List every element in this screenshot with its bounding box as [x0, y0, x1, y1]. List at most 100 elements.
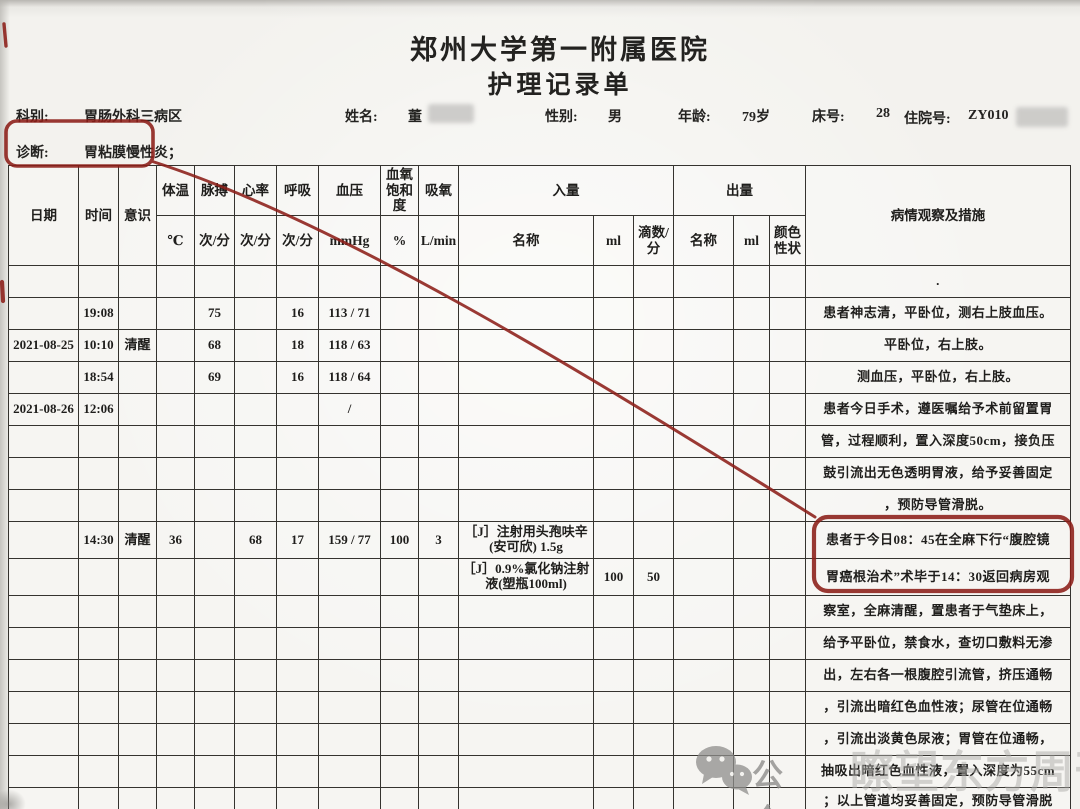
cell-in_ml	[593, 595, 634, 628]
cell-temp	[156, 457, 195, 490]
cell-in_drip	[633, 265, 674, 298]
table-row: ，引流出淡黄色尿液；胃管在位通畅，	[8, 723, 1071, 756]
cell-time: 19:08	[78, 297, 119, 330]
cell-pulse	[194, 595, 235, 628]
table-row: 鼓引流出无色透明胃液，给予妥善固定	[8, 457, 1071, 490]
cell-out_color	[769, 361, 806, 394]
cell-resp	[276, 723, 319, 756]
unit-pulse: 次/分	[194, 215, 235, 266]
cell-out_ml	[733, 521, 770, 559]
form-name: 护理记录单	[487, 71, 633, 99]
cell-out_name	[673, 595, 734, 628]
cell-resp	[276, 489, 319, 522]
cell-temp	[156, 755, 195, 788]
col-header-observation: 病情观察及措施	[805, 165, 1071, 266]
cell-obs: 察室，全麻清醒，置患者于气垫床上，	[805, 595, 1071, 628]
table-row: 2021-08-25 10:10 清醒 68 18 118 / 63 平卧位，右上肢。	[8, 329, 1071, 362]
cell-temp	[156, 691, 195, 724]
cell-in_ml	[593, 265, 634, 298]
cell-time	[78, 489, 119, 522]
cell-in_name	[458, 659, 594, 692]
cell-out_name	[673, 521, 734, 559]
cell-out_name	[673, 787, 734, 809]
name-label: 姓名:	[345, 110, 378, 125]
table-row: 给予平卧位，禁食水，查切口敷料无渗	[8, 627, 1071, 660]
cell-temp	[156, 627, 195, 660]
cell-out_color	[769, 393, 806, 426]
cell-out_ml	[733, 659, 770, 692]
col-header-date: 日期	[8, 165, 79, 266]
cell-out_color	[769, 691, 806, 724]
table-row: .	[8, 265, 1071, 298]
cell-o2	[418, 425, 459, 458]
cell-o2	[418, 787, 459, 809]
cell-o2	[418, 393, 459, 426]
table-row: ［J］0.9%氯化钠注射液(塑瓶100ml) 100 50 胃癌根治术”术毕于14：3…	[8, 558, 1071, 596]
cell-hr	[234, 755, 277, 788]
cell-time	[78, 787, 119, 809]
cell-pulse	[194, 265, 235, 298]
cell-out_color	[769, 425, 806, 458]
cell-out_ml	[733, 297, 770, 330]
col-header-oxygen: 吸氧	[418, 165, 459, 216]
cell-temp	[156, 361, 195, 394]
cell-temp	[156, 297, 195, 330]
cell-bp	[318, 489, 381, 522]
cell-pulse	[194, 521, 235, 559]
cell-time: 12:06	[78, 393, 119, 426]
admission-value: ZY010	[968, 108, 1009, 123]
cell-out_color	[769, 627, 806, 660]
cell-resp	[276, 691, 319, 724]
cell-in_ml	[593, 787, 634, 809]
cell-bp	[318, 787, 381, 809]
cell-hr	[234, 329, 277, 362]
cell-hr	[234, 489, 277, 522]
col-header-output-color: 颜色性状	[769, 215, 806, 266]
cell-temp	[156, 558, 195, 596]
cell-date: 2021-08-25	[8, 329, 79, 362]
cell-consciousness	[118, 265, 157, 298]
cell-in_name: ［J］0.9%氯化钠注射液(塑瓶100ml)	[458, 558, 594, 596]
cell-date	[8, 521, 79, 559]
cell-in_name	[458, 489, 594, 522]
cell-temp	[156, 489, 195, 522]
cell-consciousness	[118, 691, 157, 724]
bed-value: 28	[876, 106, 890, 121]
cell-in_drip	[633, 659, 674, 692]
cell-temp	[156, 595, 195, 628]
cell-out_name	[673, 489, 734, 522]
red-edge-mark-top	[2, 22, 8, 48]
cell-obs: ，预防导管滑脱。	[805, 489, 1071, 522]
cell-out_ml	[733, 723, 770, 756]
cell-hr	[234, 297, 277, 330]
cell-spo2	[380, 361, 419, 394]
cell-date	[8, 457, 79, 490]
cell-obs: ，引流出淡黄色尿液；胃管在位通畅，	[805, 723, 1071, 756]
cell-date	[8, 659, 79, 692]
cell-out_ml	[733, 558, 770, 596]
cell-date	[8, 361, 79, 394]
table-row: 管，过程顺利，置入深度50cm，接负压	[8, 425, 1071, 458]
cell-date	[8, 627, 79, 660]
cell-in_drip	[633, 393, 674, 426]
cell-resp	[276, 755, 319, 788]
cell-time	[78, 558, 119, 596]
cell-bp: 118 / 63	[318, 329, 381, 362]
col-header-intake-ml: ml	[593, 215, 634, 266]
cell-out_name	[673, 329, 734, 362]
cell-pulse	[194, 691, 235, 724]
table-row: 出，左右各一根腹腔引流管，挤压通畅	[8, 659, 1071, 692]
col-header-intake-name: 名称	[458, 215, 594, 266]
cell-resp	[276, 457, 319, 490]
cell-in_ml	[593, 425, 634, 458]
cell-obs: 抽吸出暗红色血性液，置入深度为55cm	[805, 755, 1071, 788]
cell-in_name	[458, 723, 594, 756]
unit-temp: ℃	[156, 215, 195, 266]
cell-date	[8, 297, 79, 330]
cell-date	[8, 723, 79, 756]
cell-in_name	[458, 297, 594, 330]
cell-temp	[156, 329, 195, 362]
cell-hr	[234, 361, 277, 394]
cell-in_drip	[633, 521, 674, 559]
cell-spo2	[380, 457, 419, 490]
